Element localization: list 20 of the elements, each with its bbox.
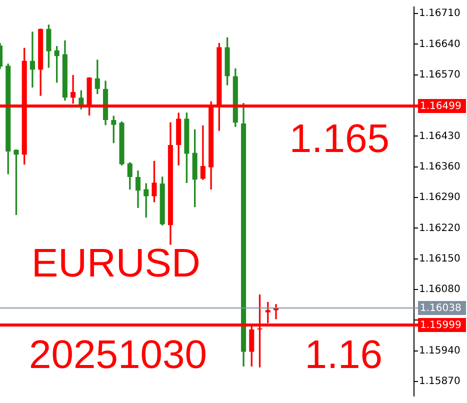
y-tick-label: 1.16290 [419,192,460,204]
y-tick-label: 1.16360 [419,161,460,172]
annotation: 1.165 [289,117,390,162]
y-tick-label: 1.16570 [419,69,460,80]
ref-line-label: 1.16499 [420,101,462,112]
annotation: EURUSD [31,242,200,286]
y-tick-label: 1.15870 [419,376,460,388]
annotation: 20251030 [29,333,207,378]
candlestick [200,125,206,180]
y-tick-label: 1.16710 [419,8,460,20]
y-tick-label: 1.16150 [419,253,460,264]
annotation: 1.16 [304,333,383,378]
y-tick-label: 1.16430 [419,130,460,142]
y-tick-label: 1.16640 [419,38,460,50]
ref-line-label: 1.15999 [420,320,462,332]
candlestick [30,32,35,88]
y-tick-label: 1.16220 [419,222,460,234]
ref-line-label: 1.16038 [420,303,462,314]
y-tick-label: 1.15940 [419,345,460,356]
y-tick-label: 1.16080 [419,284,460,296]
